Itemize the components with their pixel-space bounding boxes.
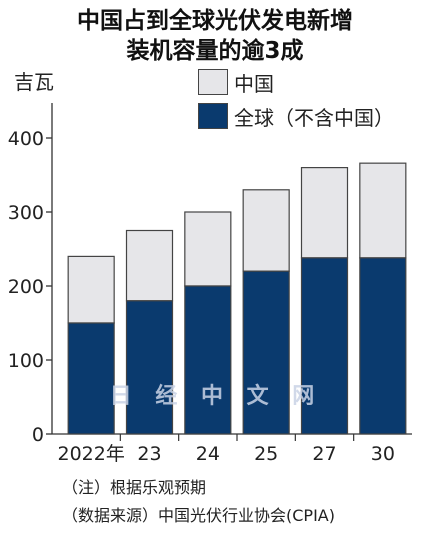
note-line: （注）根据乐观预期 — [62, 478, 207, 497]
y-axis-unit-label: 吉瓦 — [14, 70, 54, 94]
y-tick-label: 100 — [8, 350, 44, 372]
bar-rest — [67, 322, 115, 435]
x-tick-label: 2022年 — [57, 443, 124, 465]
y-tick-label: 0 — [32, 424, 44, 446]
legend: 中国 全球（不含中国） — [198, 68, 394, 136]
x-tick-label: 25 — [254, 443, 278, 465]
watermark: 日 经 中 文 网 — [109, 383, 323, 409]
x-tick-label: 23 — [137, 443, 161, 465]
bar-china — [242, 189, 290, 272]
legend-item-china: 中国 — [198, 68, 394, 96]
x-tick-label: 24 — [196, 443, 220, 465]
bar-china — [300, 167, 349, 259]
chart-title: 中国占到全球光伏发电新增 装机容量的逾3成 — [0, 6, 430, 66]
x-tick-label: 27 — [312, 443, 336, 465]
bar-rest — [242, 270, 290, 435]
x-tick-label: 30 — [371, 443, 395, 465]
bar-rest — [359, 257, 407, 435]
y-tick-label: 400 — [8, 128, 44, 150]
title-line-2: 装机容量的逾3成 — [126, 38, 304, 64]
bar-china — [67, 255, 115, 324]
notes: （注）根据乐观预期 （数据来源）中国光伏行业协会(CPIA) — [62, 474, 335, 530]
legend-swatch-rest — [198, 103, 228, 129]
legend-swatch-china — [198, 69, 228, 95]
legend-label-china: 中国 — [234, 71, 274, 96]
legend-label-rest: 全球（不含中国） — [234, 105, 394, 130]
bar-china — [359, 162, 407, 259]
y-tick-label: 200 — [8, 276, 44, 298]
bar-rest — [184, 285, 232, 435]
bar-rest — [300, 257, 349, 435]
bar-china — [184, 211, 232, 287]
legend-item-rest: 全球（不含中国） — [198, 102, 394, 130]
source-line: （数据来源）中国光伏行业协会(CPIA) — [62, 506, 335, 525]
bar-rest — [125, 300, 174, 435]
y-tick-label: 300 — [8, 202, 44, 224]
bar-china — [125, 229, 174, 302]
title-line-1: 中国占到全球光伏发电新增 — [77, 8, 353, 34]
